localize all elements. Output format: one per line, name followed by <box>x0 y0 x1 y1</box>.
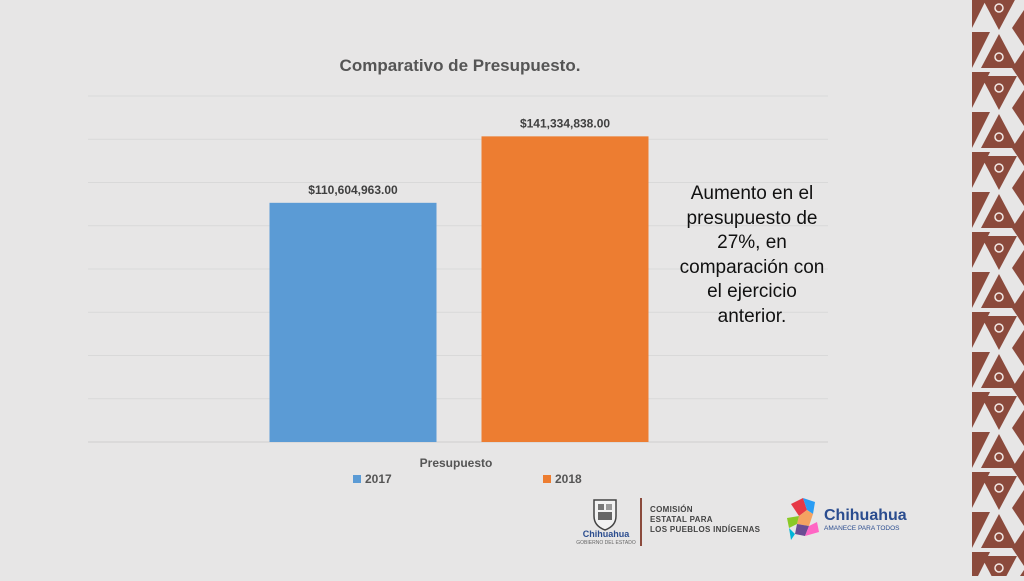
brand-tagline: AMANECE PARA TODOS <box>824 525 900 532</box>
legend-label-2018: 2018 <box>555 472 582 486</box>
commission-line-3: LOS PUEBLOS INDÍGENAS <box>650 525 761 534</box>
state-shield-icon <box>593 499 617 531</box>
gov-logo-name: Chihuahua <box>583 529 630 539</box>
triangle-pattern-icon <box>972 0 1024 581</box>
gov-logo-sub: GOBIERNO DEL ESTADO <box>576 540 636 546</box>
annotation-note: Aumento en el presupuesto de 27%, en com… <box>679 183 825 327</box>
bar-2017 <box>269 202 437 442</box>
gridlines <box>88 95 828 443</box>
legend-swatch-2018 <box>543 475 551 483</box>
bar-labels: $110,604,963.00 $141,334,838.00 <box>308 116 610 196</box>
data-label-2018: $141,334,838.00 <box>520 116 610 130</box>
brand-name: Chihuahua <box>824 507 907 524</box>
legend-label-2017: 2017 <box>365 472 392 486</box>
chart-title: Comparativo de Presupuesto. <box>340 56 581 75</box>
bar-chart: Comparativo de Presupuesto. $110,604,963… <box>88 56 828 486</box>
commission-line-1: COMISIÓN <box>650 505 693 514</box>
bar-2018 <box>481 136 649 443</box>
commission-line-2: ESTATAL PARA <box>650 515 713 524</box>
chihuahua-brand-icon <box>787 498 819 540</box>
data-label-2017: $110,604,963.00 <box>308 183 398 197</box>
legend-swatch-2017 <box>353 475 361 483</box>
legend: 2017 2018 <box>353 472 582 486</box>
decorative-border <box>972 0 1024 581</box>
bars <box>269 136 649 443</box>
divider <box>640 498 642 546</box>
footer-logos: Chihuahua GOBIERNO DEL ESTADO COMISIÓN E… <box>576 498 907 546</box>
category-label: Presupuesto <box>420 456 493 470</box>
